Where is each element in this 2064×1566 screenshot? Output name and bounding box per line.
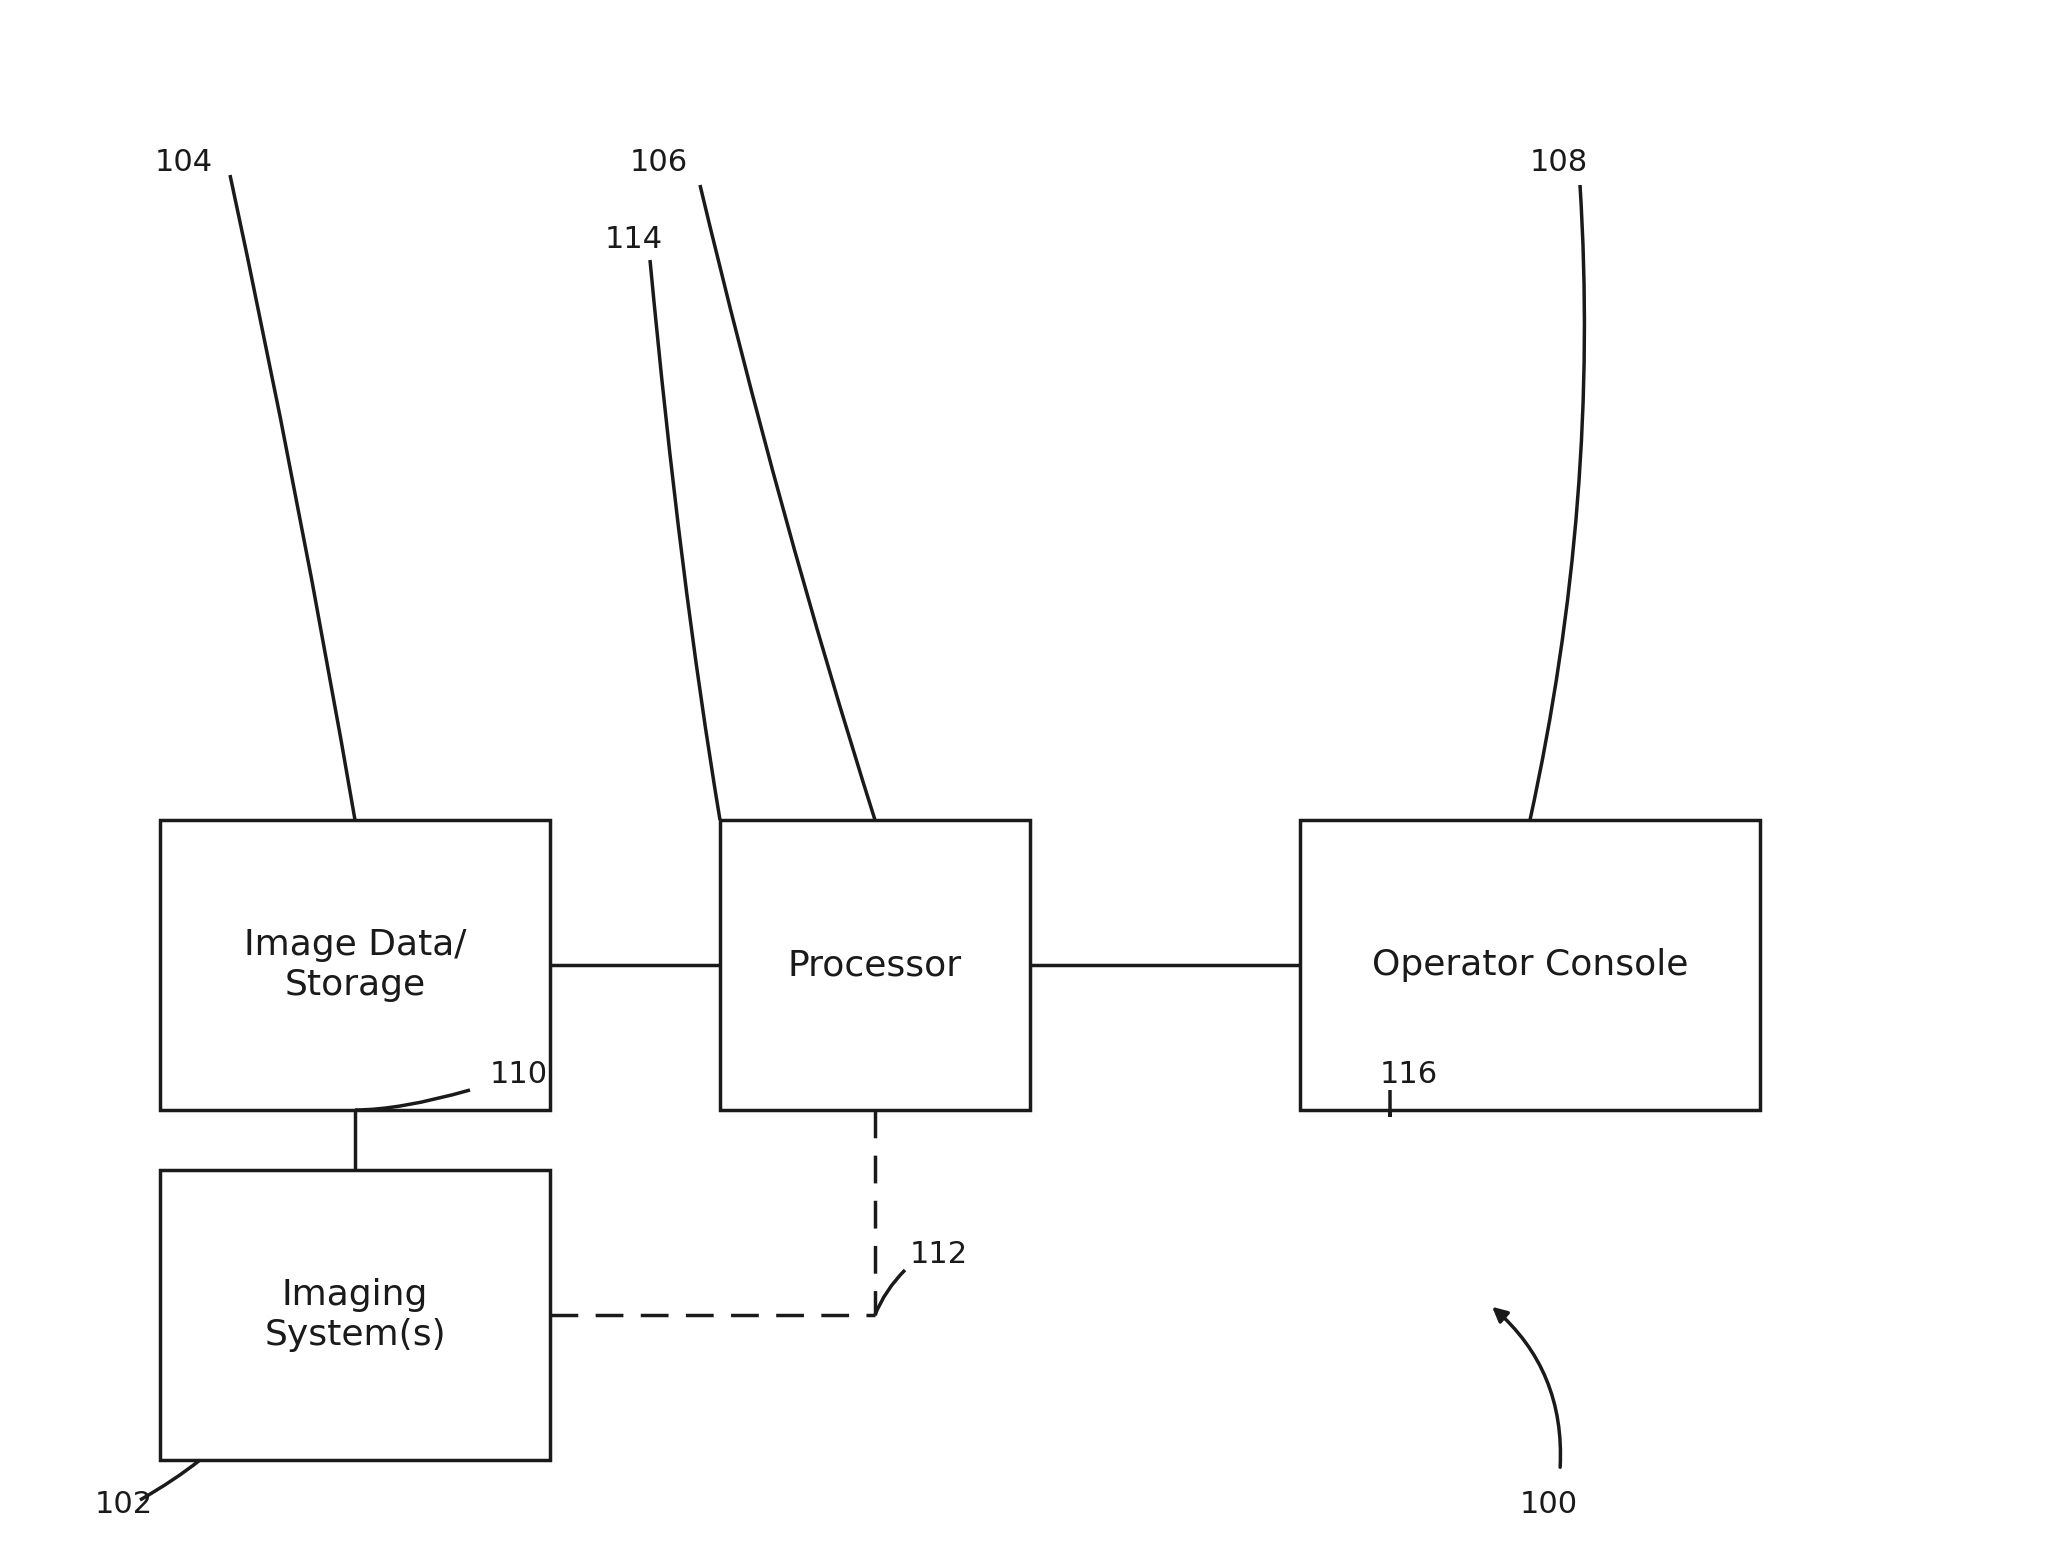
FancyArrowPatch shape [1494, 1309, 1560, 1467]
Text: 116: 116 [1381, 1060, 1439, 1088]
Text: 110: 110 [489, 1060, 549, 1088]
Text: Imaging
System(s): Imaging System(s) [264, 1278, 446, 1351]
Text: Processor: Processor [788, 947, 962, 982]
Bar [1300, 821, 1761, 1110]
Text: 108: 108 [1529, 149, 1589, 177]
Text: 114: 114 [605, 226, 663, 254]
Bar [161, 1170, 549, 1460]
Text: 104: 104 [155, 149, 213, 177]
Bar [161, 821, 549, 1110]
Text: Image Data/
Storage: Image Data/ Storage [244, 929, 466, 1002]
Text: 106: 106 [630, 149, 687, 177]
Text: Operator Console: Operator Console [1373, 947, 1688, 982]
Bar [720, 821, 1030, 1110]
Text: 102: 102 [95, 1489, 153, 1519]
Text: 112: 112 [910, 1240, 968, 1268]
Text: 100: 100 [1519, 1489, 1579, 1519]
